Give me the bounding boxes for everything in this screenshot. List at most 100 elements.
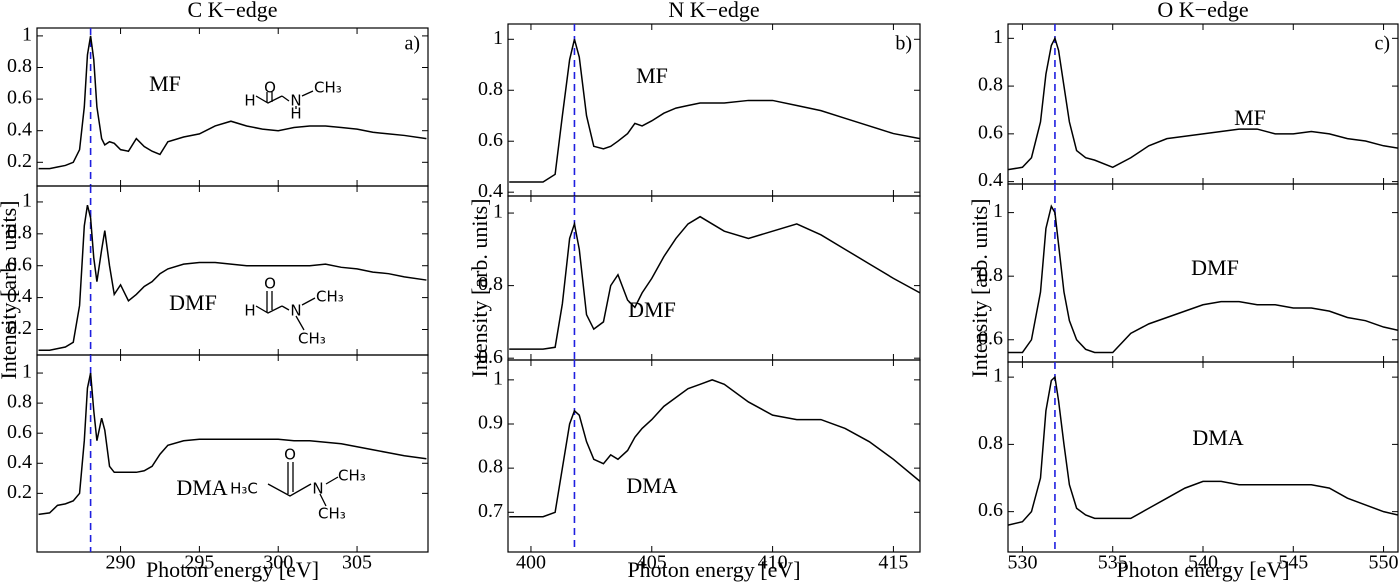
atom: CH₃: [318, 505, 346, 523]
y-tick-label: 0.2: [7, 150, 32, 172]
y-tick-label: 1: [22, 190, 32, 212]
panel-letter: c): [1374, 33, 1390, 55]
y-tick-label: 1: [22, 23, 32, 45]
panel-letter: a): [404, 33, 420, 55]
atom: CH₃: [316, 288, 344, 306]
y-tick-label: 0.6: [978, 327, 1003, 349]
y-tick-label: 1: [22, 361, 32, 383]
y-tick-label: 0.4: [7, 285, 32, 307]
series-label: MF: [1234, 105, 1266, 130]
atom: CH₃: [338, 467, 366, 485]
series-label: DMA: [1192, 425, 1243, 450]
y-tick-label: 0.4: [7, 451, 32, 473]
y-tick-label: 0.6: [7, 253, 32, 275]
bonds: [255, 291, 316, 331]
y-tick-label: 0.8: [7, 55, 32, 77]
y-tick-label: 1: [493, 367, 503, 389]
y-tick-label: 0.6: [478, 346, 503, 368]
x-tick-label: 545: [1278, 552, 1308, 574]
series-label: DMF: [628, 297, 676, 322]
plot-frame: [507, 23, 921, 197]
y-tick-label: 0.8: [478, 273, 503, 295]
y-tick-label: 0.8: [978, 264, 1003, 286]
x-tick-label: 410: [758, 552, 788, 574]
x-tick-label: 540: [1188, 552, 1218, 574]
x-tick-label: 415: [878, 552, 908, 574]
y-tick-label: 0.4: [7, 118, 32, 140]
x-tick-label: 530: [1007, 552, 1037, 574]
y-tick-label: 0.6: [7, 421, 32, 443]
plot-frame: [36, 354, 429, 553]
x-axis-label: Photon energy [eV]: [146, 557, 319, 582]
molecule-dma: O H₃C N CH₃ CH₃: [230, 446, 366, 523]
bonds: [255, 90, 314, 109]
series-label: DMA: [176, 475, 227, 500]
atom: N: [290, 92, 301, 110]
y-tick-label: 0.8: [7, 221, 32, 243]
x-axis-label: Photon energy [eV]: [1116, 557, 1289, 582]
plot-frame: [507, 359, 921, 553]
y-tick-label: 0.7: [478, 500, 503, 522]
panel-title: O K−edge: [1157, 0, 1248, 22]
molecule-mf: O H N CH₃ H: [244, 79, 341, 123]
y-tick-label: 0.2: [7, 481, 32, 503]
plot-frame: [1007, 361, 1399, 553]
y-tick-label: 0.8: [478, 78, 503, 100]
y-tick-label: 0.6: [978, 121, 1003, 143]
y-tick-label: 0.8: [978, 74, 1003, 96]
y-tick-label: 0.9: [478, 412, 503, 434]
spectrum-line: [509, 39, 921, 183]
x-tick-label: 300: [263, 552, 293, 574]
spectrum-line: [1008, 204, 1399, 354]
y-tick-label: 1: [493, 27, 503, 49]
spectrum-line: [38, 35, 427, 170]
y-axis-label: Intensity [arb. units]: [467, 198, 492, 377]
x-tick-label: 295: [184, 552, 214, 574]
x-tick-label: 290: [106, 552, 136, 574]
panel-letter: b): [895, 33, 912, 55]
atom: H: [244, 302, 255, 320]
y-axis-label: Intensity [arb. units]: [0, 200, 21, 379]
x-tick-label: 550: [1369, 552, 1399, 574]
x-tick-label: 400: [516, 552, 546, 574]
plot-frame: [36, 27, 429, 187]
atom: O: [264, 275, 276, 293]
plot-frame: [507, 195, 921, 361]
bonds: [267, 462, 339, 507]
molecule-dmf: O H N CH₃ CH₃: [244, 275, 343, 348]
atom: N: [312, 480, 323, 498]
atom: CH₃: [314, 79, 342, 97]
atom: O: [264, 79, 276, 97]
atom: H: [244, 92, 255, 110]
y-tick-label: 1: [993, 200, 1003, 222]
y-tick-label: 1: [993, 26, 1003, 48]
y-tick-label: 0.4: [478, 180, 503, 202]
panel-title: N K−edge: [668, 0, 759, 22]
x-tick-label: 535: [1098, 552, 1128, 574]
series-label: DMF: [169, 290, 217, 315]
y-tick-label: 0.6: [7, 87, 32, 109]
atom: O: [284, 446, 296, 464]
spectrum-line: [1007, 36, 1399, 171]
series-label: MF: [149, 71, 181, 96]
spectrum-line: [509, 215, 921, 350]
y-tick-label: 0.6: [478, 129, 503, 151]
x-tick-label: 405: [637, 552, 667, 574]
y-tick-label: 0.8: [978, 432, 1003, 454]
y-axis-label: Intensity [arb. units]: [967, 198, 992, 377]
atom: N: [290, 302, 301, 320]
series-label: DMF: [1191, 255, 1239, 280]
y-tick-label: 0.4: [978, 169, 1003, 191]
atom: H: [290, 105, 301, 123]
y-tick-label: 1: [993, 365, 1003, 387]
x-tick-label: 305: [342, 552, 372, 574]
y-tick-label: 0.6: [978, 499, 1003, 521]
atom: CH₃: [298, 330, 326, 348]
series-label: MF: [636, 63, 668, 88]
y-tick-label: 1: [493, 201, 503, 223]
series-label: DMA: [626, 473, 677, 498]
atom: H₃C: [230, 480, 258, 498]
y-tick-label: 0.8: [7, 391, 32, 413]
y-tick-label: 0.2: [7, 317, 32, 339]
